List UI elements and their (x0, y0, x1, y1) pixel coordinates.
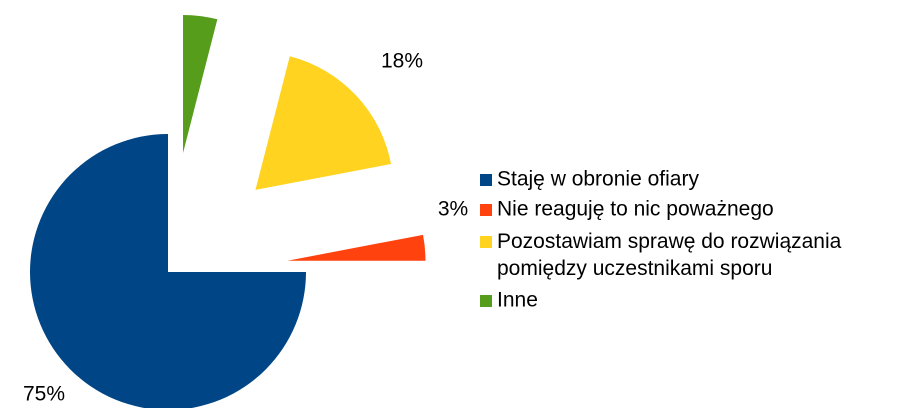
pie-slice (183, 14, 218, 153)
legend-line: Pozostawiam sprawę do rozwiązania (497, 230, 842, 253)
legend-label: Nie reaguję to nic poważnego (497, 198, 774, 221)
legend-label: Pozostawiam sprawę do rozwiązania pomiędz… (497, 230, 842, 280)
legend-swatch (480, 236, 492, 248)
legend-line: pomiędzy uczestnikami sporu (497, 257, 772, 280)
pie-slice (30, 134, 306, 408)
data-label: 75% (23, 383, 65, 406)
legend-label: Staję w obronie ofiary (497, 168, 699, 191)
data-label: 18% (381, 50, 423, 73)
legend-swatch (480, 174, 492, 186)
pie-slice (287, 234, 426, 261)
legend-swatch (480, 204, 492, 216)
data-label: 3% (438, 198, 468, 221)
legend-label: Inne (497, 289, 538, 312)
legend-swatch (480, 295, 492, 307)
pie-slice (255, 56, 392, 190)
